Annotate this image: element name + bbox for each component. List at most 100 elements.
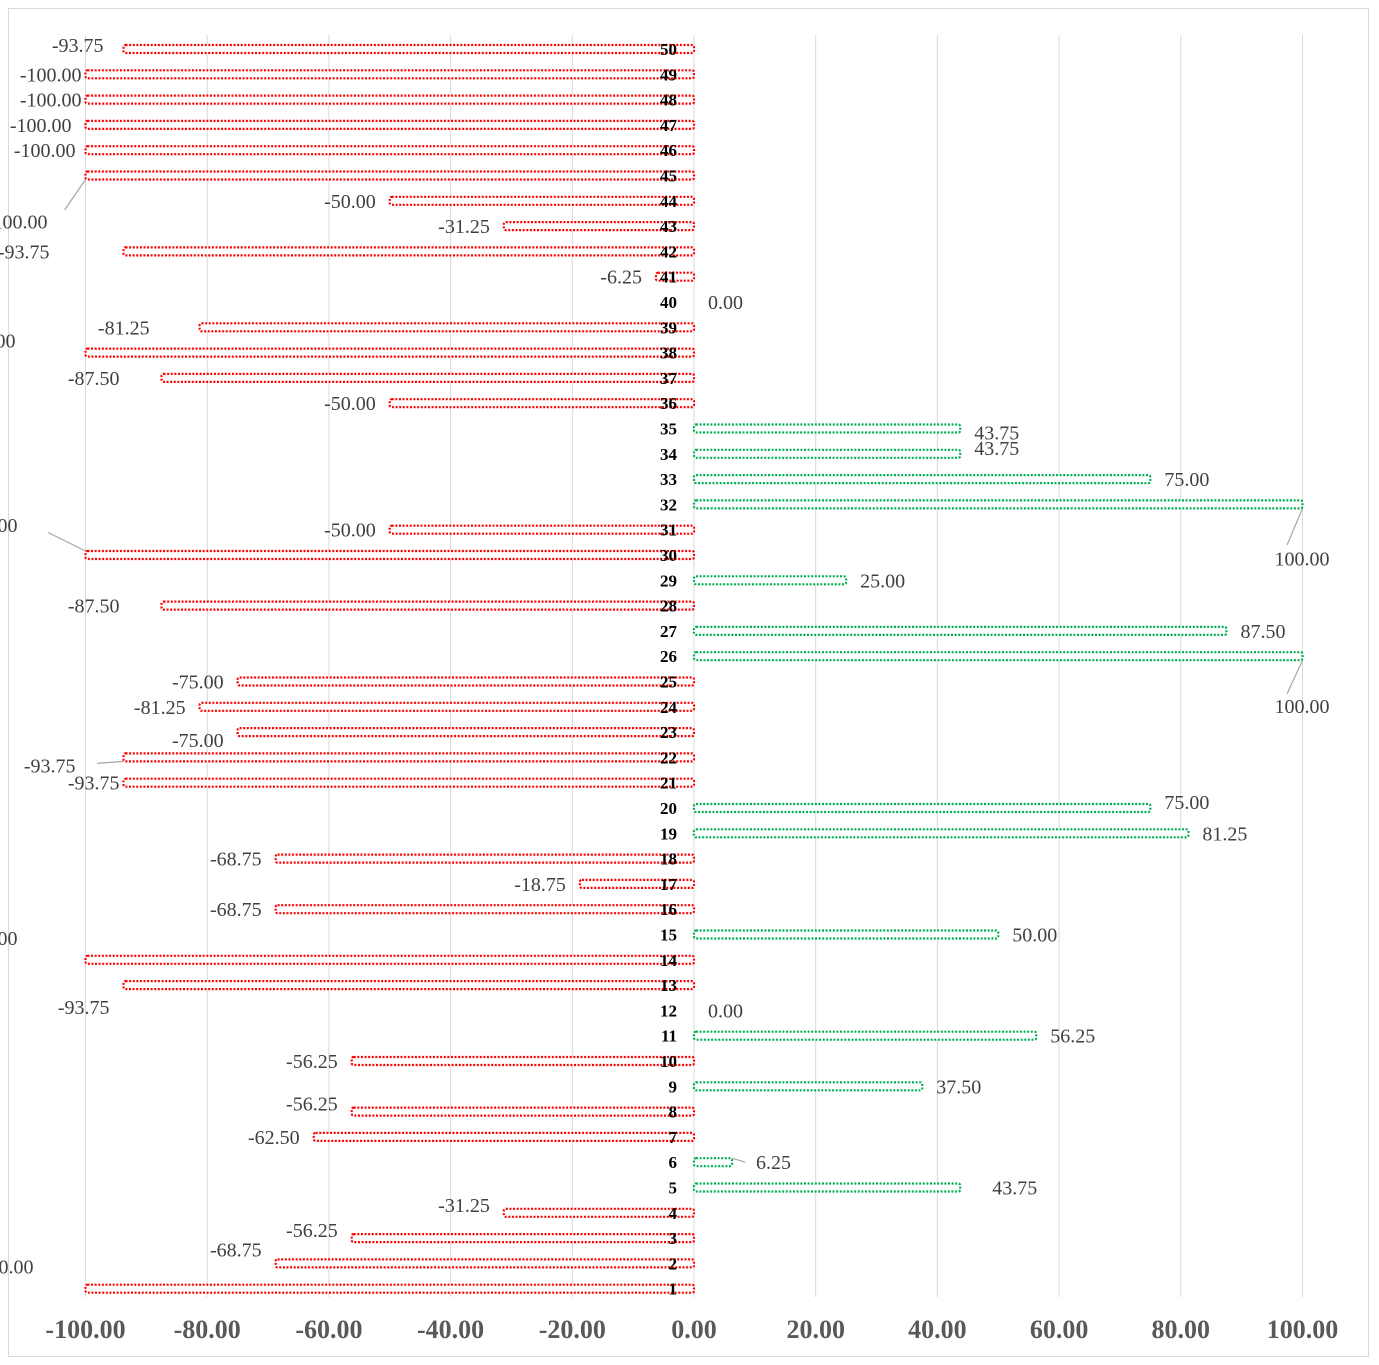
bar[interactable] — [160, 600, 696, 611]
bar[interactable] — [692, 802, 1152, 814]
x-tick-label: -100.00 — [45, 1315, 125, 1344]
x-tick-label: -60.00 — [295, 1315, 362, 1344]
bar[interactable] — [84, 145, 696, 156]
bar[interactable] — [388, 398, 696, 409]
data-label: -50.00 — [324, 520, 376, 542]
data-label: -100.00 — [10, 115, 72, 137]
category-label: 41 — [660, 268, 677, 287]
bar[interactable] — [692, 625, 1228, 637]
bar[interactable] — [122, 752, 696, 763]
data-label: -81.25 — [98, 317, 150, 339]
bar[interactable] — [84, 170, 696, 181]
category-label: 18 — [660, 850, 677, 869]
category-label: 30 — [660, 546, 677, 565]
bar[interactable] — [692, 1081, 924, 1092]
bar[interactable] — [350, 1232, 696, 1244]
bar[interactable] — [84, 347, 696, 358]
bar[interactable] — [274, 904, 696, 915]
x-tick-label: 60.00 — [1030, 1315, 1089, 1344]
data-label: 100.00 — [1275, 548, 1330, 570]
leader-line — [1286, 508, 1304, 546]
category-label: 46 — [660, 141, 677, 160]
category-label: 31 — [660, 521, 677, 540]
data-label: -31.25 — [438, 1195, 490, 1217]
data-label: -93.75 — [0, 241, 50, 263]
category-label: 22 — [660, 748, 677, 767]
bar[interactable] — [236, 676, 696, 687]
bar[interactable] — [692, 1157, 734, 1168]
bar[interactable] — [692, 1030, 1038, 1041]
category-label: 14 — [660, 951, 678, 970]
data-label: 43.75 — [974, 438, 1019, 460]
bar[interactable] — [84, 119, 696, 131]
bar[interactable] — [274, 853, 696, 864]
data-label: -18.75 — [514, 874, 566, 896]
data-label: 37.50 — [936, 1076, 981, 1098]
data-label: 87.50 — [1240, 621, 1285, 643]
bar[interactable] — [692, 929, 1000, 940]
category-label: 34 — [660, 445, 678, 464]
bar[interactable] — [388, 195, 696, 206]
category-label: 1 — [669, 1280, 678, 1299]
bar[interactable] — [692, 575, 848, 586]
data-label: -62.50 — [248, 1127, 300, 1149]
bar[interactable] — [350, 1106, 696, 1117]
data-label: -100.00 — [14, 140, 76, 162]
category-label: 4 — [669, 1204, 678, 1223]
bar[interactable] — [198, 701, 696, 712]
data-label: 75.00 — [1164, 469, 1209, 491]
data-label: -93.75 — [52, 35, 104, 57]
bar[interactable] — [312, 1131, 696, 1143]
x-tick-label: -80.00 — [174, 1315, 241, 1344]
bar[interactable] — [692, 448, 962, 459]
bar[interactable] — [692, 651, 1304, 662]
category-label: 21 — [660, 774, 677, 793]
category-label: 2 — [669, 1254, 678, 1273]
bar[interactable] — [502, 221, 696, 232]
data-label: -87.50 — [68, 596, 120, 618]
category-label: 26 — [660, 647, 677, 666]
bar[interactable] — [274, 1258, 696, 1269]
bar[interactable] — [198, 322, 696, 333]
category-label: 11 — [661, 1027, 677, 1046]
bar[interactable] — [84, 549, 696, 561]
category-label: 42 — [660, 242, 677, 261]
data-label: 43.75 — [992, 1178, 1037, 1200]
bar[interactable] — [84, 1283, 696, 1294]
bar[interactable] — [84, 94, 696, 105]
category-label: 8 — [669, 1103, 678, 1122]
bar[interactable] — [122, 777, 696, 788]
data-label: -100.00 — [0, 1257, 34, 1279]
category-label: 6 — [669, 1153, 678, 1172]
bar[interactable] — [692, 1182, 962, 1193]
data-label: -81.25 — [134, 697, 186, 719]
category-label: 27 — [660, 622, 678, 641]
bar[interactable] — [84, 954, 696, 965]
bar[interactable] — [122, 43, 696, 55]
bar[interactable] — [692, 474, 1152, 485]
bar[interactable] — [692, 423, 962, 434]
category-label: 15 — [660, 926, 677, 945]
bar[interactable] — [122, 979, 696, 991]
bar[interactable] — [84, 69, 696, 80]
bar[interactable] — [654, 271, 696, 282]
bar[interactable] — [350, 1055, 696, 1067]
category-label: 33 — [660, 470, 677, 489]
data-label: 25.00 — [860, 570, 905, 592]
bar[interactable] — [236, 726, 696, 738]
category-label: 17 — [660, 875, 678, 894]
bar[interactable] — [160, 372, 696, 383]
bar[interactable] — [388, 524, 696, 535]
bar[interactable] — [502, 1207, 696, 1218]
x-tick-label: 100.00 — [1267, 1315, 1339, 1344]
bar[interactable] — [578, 878, 696, 890]
x-tick-label: -40.00 — [417, 1315, 484, 1344]
category-label: 3 — [669, 1229, 678, 1248]
category-label: 39 — [660, 318, 677, 337]
bar[interactable] — [122, 246, 696, 257]
bar[interactable] — [692, 499, 1304, 510]
category-label: 37 — [660, 369, 678, 388]
x-tick-label: 20.00 — [786, 1315, 845, 1344]
data-label: -100.00 — [0, 212, 48, 234]
bar[interactable] — [692, 828, 1190, 839]
